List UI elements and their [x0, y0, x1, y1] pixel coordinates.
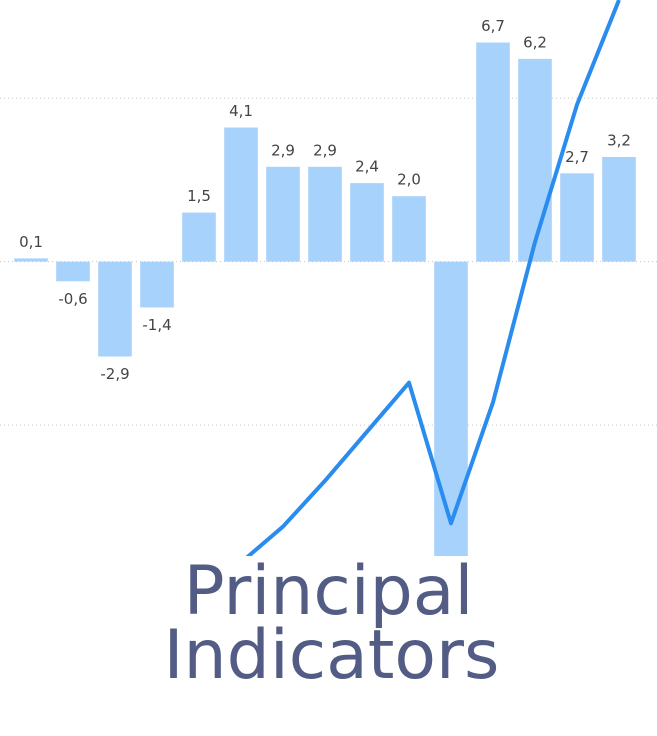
data-label: 0,1 — [19, 233, 43, 251]
bar — [182, 212, 216, 262]
bar — [266, 166, 300, 262]
bar — [224, 127, 258, 262]
data-label: 2,4 — [355, 158, 379, 176]
data-label: 2,9 — [271, 141, 295, 159]
data-label: -0,6 — [58, 290, 87, 308]
bar — [518, 58, 552, 262]
data-label: 6,2 — [523, 33, 547, 51]
title-box: Principal Indicators — [0, 552, 657, 695]
data-label: 3,2 — [607, 131, 631, 149]
bar — [560, 173, 594, 262]
bar — [350, 183, 384, 262]
data-label: 1,5 — [187, 187, 211, 205]
data-label: 2,0 — [397, 171, 421, 189]
data-label: 4,1 — [229, 102, 253, 120]
line — [245, 0, 621, 556]
data-label: 6,7 — [481, 17, 505, 35]
bar — [434, 261, 468, 556]
bar — [476, 42, 510, 262]
bar — [392, 196, 426, 262]
data-label: 2,7 — [565, 148, 589, 166]
data-label: -1,4 — [142, 316, 171, 334]
chart-title: Principal Indicators — [163, 552, 500, 695]
bar — [308, 166, 342, 262]
chart: 0,1 -0,6 -2,9 -1,4 1,5 4,1 2,9 2,9 2,4 2,0 6,7 6,2 2… — [0, 0, 657, 556]
bar — [98, 261, 132, 357]
bar — [14, 258, 48, 262]
data-label: 2,9 — [313, 141, 337, 159]
bar — [602, 156, 636, 262]
bar — [140, 261, 174, 308]
bar — [56, 261, 90, 282]
data-label: -2,9 — [100, 365, 129, 383]
